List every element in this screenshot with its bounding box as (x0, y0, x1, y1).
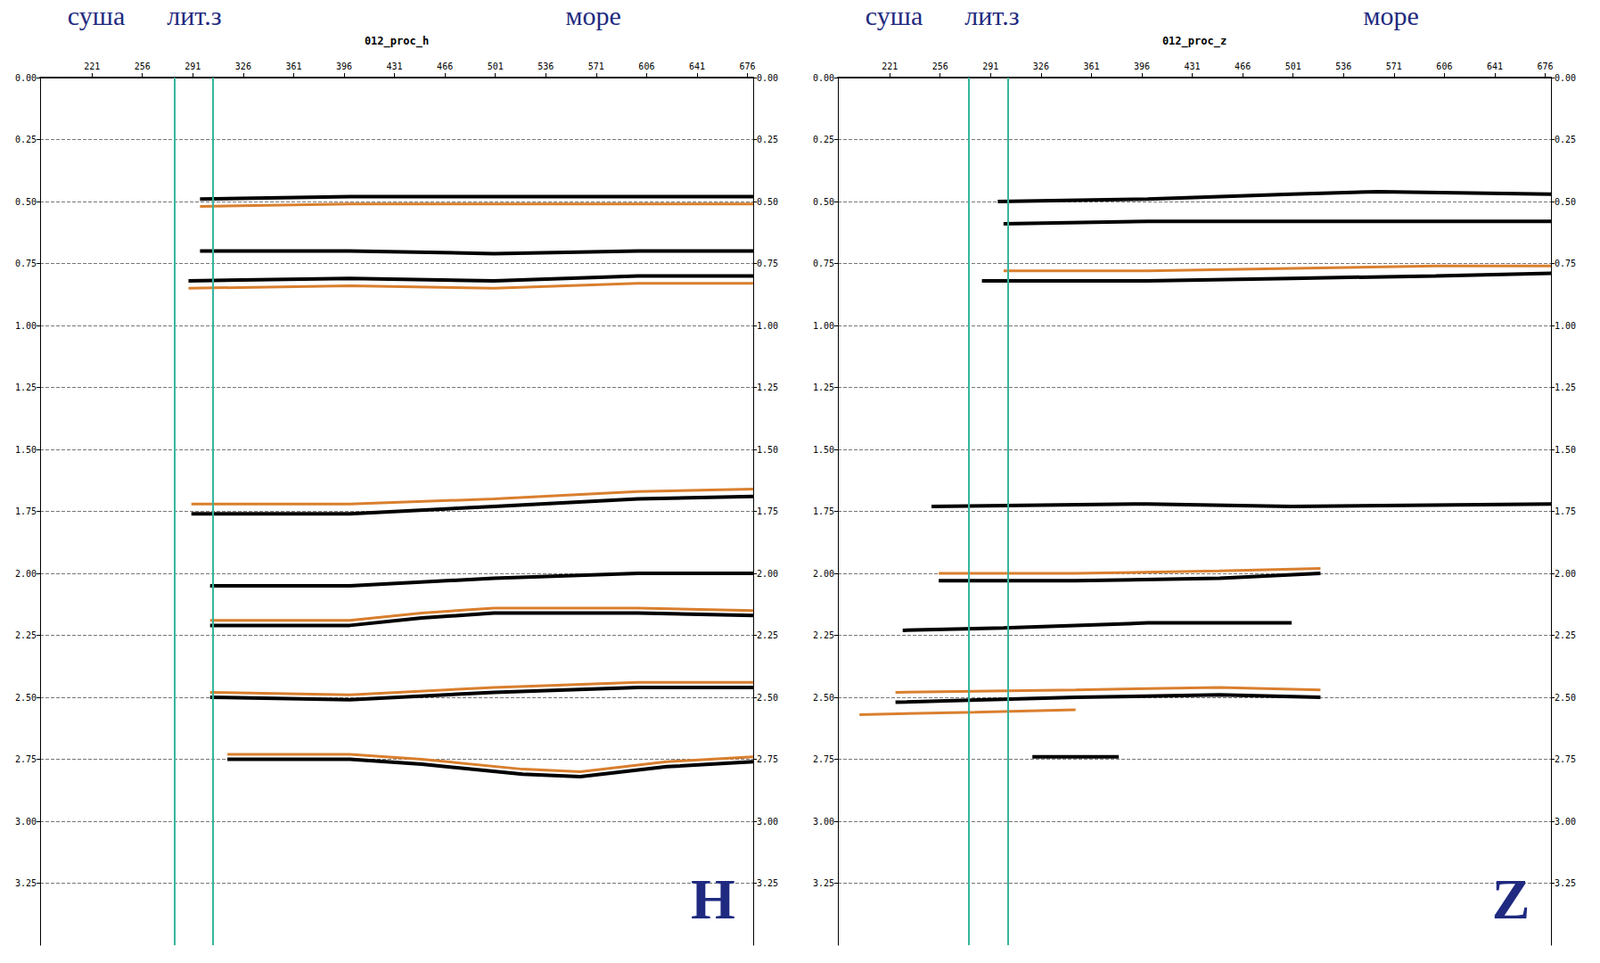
svg-text:536: 536 (537, 61, 554, 72)
svg-text:2.00: 2.00 (756, 568, 779, 579)
svg-text:1.25: 1.25 (756, 382, 779, 393)
svg-text:0.50: 0.50 (15, 196, 37, 207)
svg-text:641: 641 (1486, 61, 1503, 72)
svg-text:326: 326 (1033, 61, 1050, 72)
svg-text:Z: Z (1492, 867, 1531, 931)
svg-text:2.75: 2.75 (1554, 754, 1576, 764)
svg-text:0.50: 0.50 (756, 196, 779, 207)
svg-text:2.75: 2.75 (812, 754, 835, 764)
svg-text:2.75: 2.75 (756, 754, 779, 764)
svg-text:2.25: 2.25 (1554, 630, 1576, 640)
svg-text:2.00: 2.00 (15, 568, 37, 579)
svg-text:H: H (690, 867, 736, 931)
svg-text:2.50: 2.50 (812, 692, 835, 703)
svg-text:012_proc_z: 012_proc_z (1162, 34, 1227, 49)
svg-text:1.00: 1.00 (812, 320, 835, 331)
svg-text:суша: суша (67, 0, 125, 31)
svg-text:3.00: 3.00 (812, 816, 835, 827)
svg-text:606: 606 (1435, 61, 1453, 72)
svg-text:2.00: 2.00 (1554, 568, 1576, 579)
svg-text:256: 256 (932, 61, 949, 72)
svg-text:0.25: 0.25 (812, 134, 835, 145)
svg-text:466: 466 (436, 61, 453, 72)
svg-text:море: море (565, 0, 621, 31)
svg-text:641: 641 (689, 61, 706, 72)
svg-text:3.00: 3.00 (1554, 816, 1576, 827)
svg-text:256: 256 (134, 61, 151, 72)
svg-text:501: 501 (487, 61, 504, 72)
svg-text:431: 431 (386, 61, 403, 72)
svg-text:0.25: 0.25 (756, 134, 779, 145)
svg-text:2.50: 2.50 (1554, 692, 1576, 703)
svg-text:571: 571 (1386, 61, 1403, 72)
svg-text:1.00: 1.00 (756, 320, 779, 331)
svg-text:501: 501 (1285, 61, 1302, 72)
svg-text:571: 571 (588, 61, 605, 72)
svg-text:1.00: 1.00 (15, 320, 37, 331)
svg-text:1.25: 1.25 (1554, 382, 1576, 393)
svg-text:2.00: 2.00 (812, 568, 835, 579)
svg-text:0.75: 0.75 (1554, 258, 1576, 269)
svg-text:3.25: 3.25 (15, 877, 37, 888)
svg-text:396: 396 (336, 61, 353, 72)
svg-text:0.00: 0.00 (756, 73, 779, 83)
svg-text:1.75: 1.75 (812, 506, 835, 517)
svg-text:536: 536 (1335, 61, 1352, 72)
svg-text:море: море (1362, 0, 1419, 31)
svg-text:361: 361 (285, 61, 302, 72)
svg-text:1.75: 1.75 (1554, 506, 1576, 517)
svg-text:0.00: 0.00 (15, 73, 37, 83)
svg-text:676: 676 (739, 61, 756, 72)
svg-text:2.50: 2.50 (15, 692, 37, 703)
svg-text:431: 431 (1184, 61, 1201, 72)
svg-text:1.50: 1.50 (812, 444, 835, 455)
svg-text:3.25: 3.25 (756, 877, 779, 888)
svg-text:1.50: 1.50 (1554, 444, 1576, 455)
svg-text:0.00: 0.00 (1554, 73, 1576, 83)
svg-text:221: 221 (881, 61, 898, 72)
svg-text:606: 606 (638, 61, 655, 72)
svg-text:291: 291 (982, 61, 999, 72)
svg-text:2.25: 2.25 (756, 630, 779, 640)
svg-text:0.25: 0.25 (1554, 134, 1576, 145)
svg-text:0.50: 0.50 (812, 196, 835, 207)
svg-text:2.25: 2.25 (15, 630, 37, 640)
svg-text:396: 396 (1133, 61, 1150, 72)
svg-text:1.25: 1.25 (15, 382, 37, 393)
svg-text:466: 466 (1234, 61, 1251, 72)
svg-text:лит.з: лит.з (964, 0, 1019, 31)
svg-text:0.75: 0.75 (756, 258, 779, 269)
svg-text:3.00: 3.00 (756, 816, 779, 827)
svg-text:1.75: 1.75 (756, 506, 779, 517)
svg-text:1.25: 1.25 (812, 382, 835, 393)
svg-text:0.25: 0.25 (15, 134, 37, 145)
svg-text:221: 221 (83, 61, 100, 72)
svg-text:0.75: 0.75 (812, 258, 835, 269)
svg-text:2.25: 2.25 (812, 630, 835, 640)
svg-text:1.50: 1.50 (15, 444, 37, 455)
svg-text:3.25: 3.25 (1554, 877, 1576, 888)
svg-text:3.00: 3.00 (15, 816, 37, 827)
svg-text:676: 676 (1537, 61, 1554, 72)
svg-text:0.50: 0.50 (1554, 196, 1576, 207)
svg-text:1.75: 1.75 (15, 506, 37, 517)
svg-text:суша: суша (865, 0, 923, 31)
svg-text:3.25: 3.25 (812, 877, 835, 888)
svg-text:291: 291 (184, 61, 201, 72)
svg-text:326: 326 (235, 61, 252, 72)
svg-text:361: 361 (1083, 61, 1100, 72)
svg-text:0.00: 0.00 (812, 73, 835, 83)
svg-text:0.75: 0.75 (15, 258, 37, 269)
svg-text:2.50: 2.50 (756, 692, 779, 703)
svg-text:1.00: 1.00 (1554, 320, 1576, 331)
svg-text:лит.з: лит.з (166, 0, 222, 31)
svg-text:1.50: 1.50 (756, 444, 779, 455)
svg-text:2.75: 2.75 (15, 754, 37, 764)
svg-text:012_proc_h: 012_proc_h (364, 34, 429, 49)
